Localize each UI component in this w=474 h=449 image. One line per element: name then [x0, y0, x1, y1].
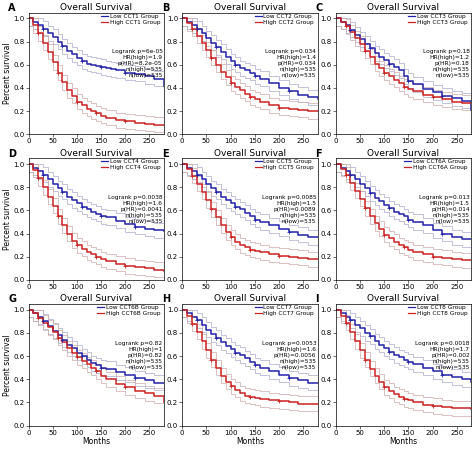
Title: Overall Survival: Overall Survival: [60, 3, 132, 12]
Text: I: I: [316, 294, 319, 304]
Legend: Low CCT5 Group, High CCT5 Group: Low CCT5 Group, High CCT5 Group: [254, 159, 315, 171]
Legend: Low CCT6A Group, High CCT6A Group: Low CCT6A Group, High CCT6A Group: [404, 159, 468, 171]
Title: Overall Survival: Overall Survival: [60, 294, 132, 303]
Title: Overall Survival: Overall Survival: [60, 149, 132, 158]
X-axis label: Months: Months: [82, 437, 110, 446]
Y-axis label: Percent survival: Percent survival: [3, 188, 12, 250]
Text: Logrank p=0.013
HR(high)=1.5
p(HR)=0.014
n(high)=535
n(low)=535: Logrank p=0.013 HR(high)=1.5 p(HR)=0.014…: [419, 195, 470, 224]
Legend: Low CCT8 Group, High CCT8 Group: Low CCT8 Group, High CCT8 Group: [408, 304, 468, 317]
Legend: Low CCT1 Group, High CCT1 Group: Low CCT1 Group, High CCT1 Group: [100, 13, 161, 25]
Legend: Low CCT6B Group, High CCT6B Group: Low CCT6B Group, High CCT6B Group: [97, 304, 161, 317]
Y-axis label: Percent survival: Percent survival: [3, 43, 12, 104]
Text: F: F: [316, 149, 322, 158]
Text: E: E: [162, 149, 169, 158]
Text: Logrank p=0.034
HR(high)=1.4
p(HR)=0.034
n(high)=535
n(low)=535: Logrank p=0.034 HR(high)=1.4 p(HR)=0.034…: [265, 49, 316, 78]
Text: A: A: [8, 3, 16, 13]
Title: Overall Survival: Overall Survival: [367, 3, 439, 12]
X-axis label: Months: Months: [390, 437, 418, 446]
Text: H: H: [162, 294, 170, 304]
Text: C: C: [316, 3, 323, 13]
Text: Logrank p=0.0053
HR(high)=1.6
p(HR)=0.0056
n(high)=535
n(low)=535: Logrank p=0.0053 HR(high)=1.6 p(HR)=0.00…: [262, 340, 316, 370]
Text: D: D: [8, 149, 16, 158]
Legend: Low CCT4 Group, High CCT4 Group: Low CCT4 Group, High CCT4 Group: [100, 159, 161, 171]
Text: Logrank p=0.82
HR(high)=1
p(HR)=0.82
n(high)=535
n(low)=535: Logrank p=0.82 HR(high)=1 p(HR)=0.82 n(h…: [116, 340, 163, 370]
Text: B: B: [162, 3, 169, 13]
Title: Overall Survival: Overall Survival: [214, 294, 286, 303]
Legend: Low CCT7 Group, High CCT7 Group: Low CCT7 Group, High CCT7 Group: [254, 304, 315, 317]
Text: Logrank p=0.0018
HR(high)=1.7
p(HR)=0.002
n(high)=535
n(low)=535: Logrank p=0.0018 HR(high)=1.7 p(HR)=0.00…: [415, 340, 470, 370]
Title: Overall Survival: Overall Survival: [214, 3, 286, 12]
Text: Logrank p=0.0038
HR(high)=1.6
p(HR)=0.0041
n(high)=535
n(low)=535: Logrank p=0.0038 HR(high)=1.6 p(HR)=0.00…: [108, 195, 163, 224]
Text: Logrank p=0.18
HR(high)=1.2
p(HR)=0.18
n(high)=535
n(low)=535: Logrank p=0.18 HR(high)=1.2 p(HR)=0.18 n…: [423, 49, 470, 78]
Legend: Low CCT2 Group, High CCT2 Group: Low CCT2 Group, High CCT2 Group: [254, 13, 315, 25]
Legend: Low CCT3 Group, High CCT3 Group: Low CCT3 Group, High CCT3 Group: [408, 13, 468, 25]
Title: Overall Survival: Overall Survival: [367, 149, 439, 158]
Title: Overall Survival: Overall Survival: [214, 149, 286, 158]
X-axis label: Months: Months: [236, 437, 264, 446]
Text: Logrank p=0.0085
HR(high)=1.5
p(HR)=0.0089
n(high)=535
n(low)=535: Logrank p=0.0085 HR(high)=1.5 p(HR)=0.00…: [262, 195, 316, 224]
Text: G: G: [8, 294, 16, 304]
Y-axis label: Percent survival: Percent survival: [3, 334, 12, 396]
Title: Overall Survival: Overall Survival: [367, 294, 439, 303]
Text: Logrank p=6e-05
HR(high)=1.9
p(HR)=8.2e-05
n(high)=535
n(low)=535: Logrank p=6e-05 HR(high)=1.9 p(HR)=8.2e-…: [111, 49, 163, 78]
